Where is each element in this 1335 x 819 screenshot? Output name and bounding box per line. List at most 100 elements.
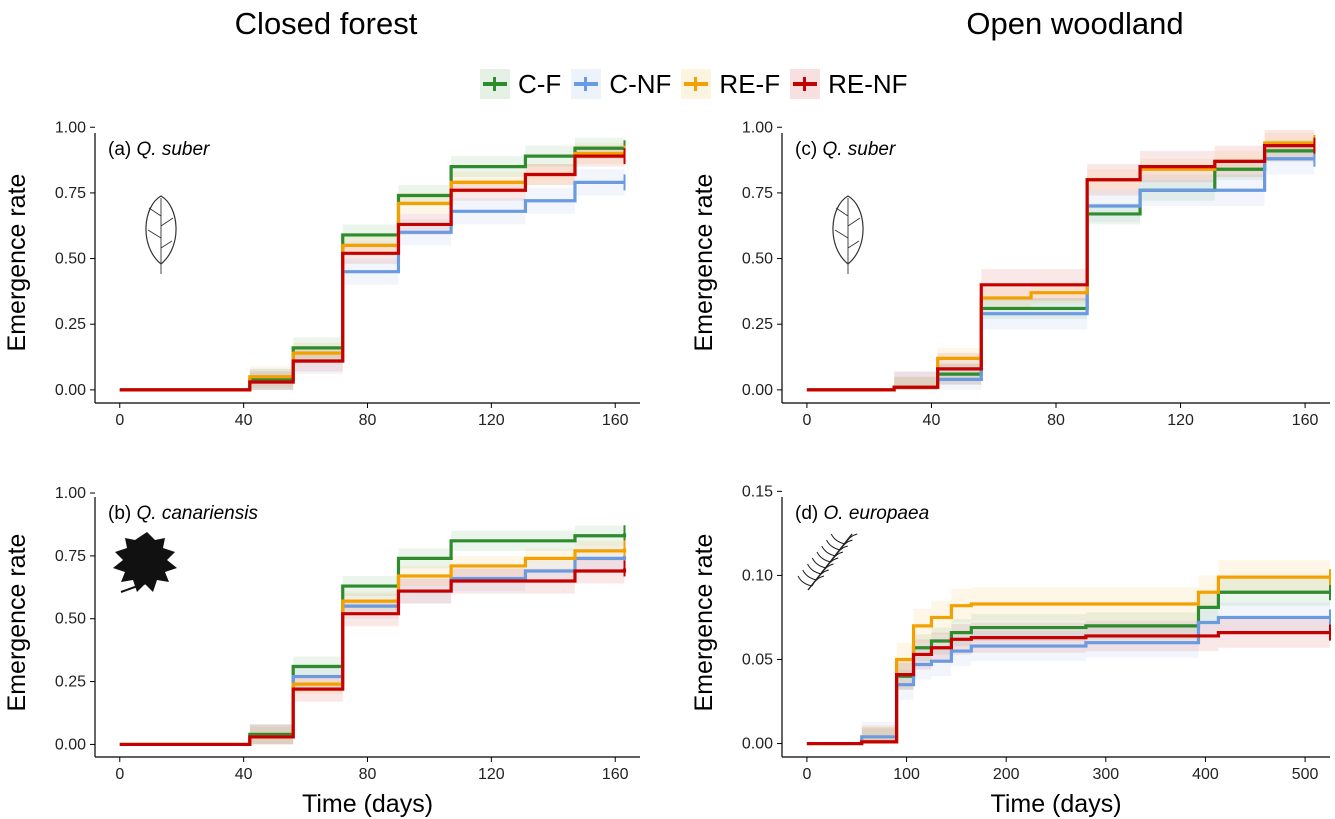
y-axis-title: Emergence rate: [3, 534, 31, 712]
panel-species: Q. suber: [137, 139, 211, 160]
panel-c: 0 40 80 120 160 0.00 0.25 0.50 0.75 1.00 Emergence…: [690, 119, 1330, 429]
x-tick-label: 200: [993, 766, 1020, 783]
legend-key-re-f: [681, 69, 712, 99]
x-tick-label: 160: [1292, 412, 1319, 429]
panel-label: (c) Q. suber: [795, 139, 896, 160]
olive-leaf-icon: [807, 563, 822, 575]
legend-key-c-f: [480, 69, 510, 99]
y-tick-label: 0.00: [55, 736, 86, 753]
legend-item-c-f: C-F: [480, 69, 561, 100]
y-tick-label: 0.75: [55, 548, 86, 565]
x-tick-label: 500: [1292, 766, 1319, 783]
x-tick-label: 100: [893, 766, 920, 783]
y-tick-label: 0.00: [742, 736, 773, 753]
leaf-vein-icon: [147, 198, 174, 274]
x-tick-label: 0: [115, 766, 124, 783]
y-tick-label: 0.25: [742, 316, 773, 333]
y-axis-title: Emergence rate: [690, 534, 718, 712]
series-line-re-nf: [806, 144, 1315, 392]
panel-label: (b) Q. canariensis: [108, 503, 258, 524]
legend-label-c-f: C-F: [518, 68, 562, 99]
panel-label: (a) Q. suber: [108, 139, 210, 160]
panel-b: 0 40 80 120 160 0.00 0.25 0.50 0.75 1.00 Emergence…: [3, 485, 640, 818]
olive-leaf-icon: [802, 569, 817, 581]
ci-band-c-f: [861, 578, 1330, 744]
x-tick-label: 120: [1167, 412, 1194, 429]
ci-band-c-nf: [894, 143, 1315, 390]
legend-key-re-nf: [790, 69, 821, 99]
y-tick-label: 0.50: [742, 251, 773, 268]
y-axis-title: Emergence rate: [690, 174, 718, 352]
x-tick-label: 40: [923, 412, 941, 429]
y-tick-label: 1.00: [55, 119, 86, 136]
oak-leaf-silhouette-icon: [113, 532, 177, 592]
oak-leaf-outline-icon: [832, 195, 864, 265]
ci-band-re-f: [894, 132, 1315, 390]
x-axis-title: Time (days): [302, 790, 433, 818]
y-axis-title: Emergence rate: [3, 174, 31, 352]
x-tick-label: 160: [602, 766, 629, 783]
legend-label-re-f: RE-F: [719, 68, 781, 99]
column-title-closed-forest: Closed forest: [234, 6, 418, 41]
oak-leaf-outline-icon: [145, 195, 177, 265]
x-tick-label: 40: [235, 412, 253, 429]
panel-letter: (a): [108, 139, 137, 160]
x-tick-label: 0: [115, 412, 124, 429]
y-tick-label: 1.00: [55, 485, 86, 502]
x-tick-label: 80: [1047, 412, 1065, 429]
x-tick-label: 160: [602, 412, 629, 429]
y-tick-label: 0.00: [55, 382, 86, 399]
ci-band-c-f: [249, 525, 625, 745]
y-tick-label: 0.10: [742, 567, 773, 584]
legend: C-F C-NF RE-F RE-NF: [480, 66, 918, 102]
panel-letter: (d): [795, 503, 824, 524]
olive-leaf-icon: [844, 533, 858, 545]
ci-band-re-nf: [861, 617, 1330, 744]
y-tick-label: 0.50: [55, 251, 86, 268]
x-tick-label: 80: [359, 766, 377, 783]
y-tick-label: 0.75: [55, 185, 86, 202]
olive-leaf-icon: [830, 533, 846, 545]
leaf-stem-icon: [120, 581, 150, 593]
y-tick-label: 0.15: [742, 483, 773, 500]
series-line-re-nf: [119, 154, 625, 392]
ci-band-re-nf: [894, 129, 1315, 390]
x-tick-label: 80: [359, 412, 377, 429]
series-line-re-nf: [119, 568, 627, 747]
ci-band-c-f: [249, 137, 625, 390]
y-tick-label: 1.00: [742, 119, 773, 136]
x-tick-label: 0: [802, 412, 811, 429]
series-line-c-f: [119, 533, 627, 747]
olive-leaf-icon: [811, 557, 827, 569]
y-tick-label: 0.75: [742, 185, 773, 202]
y-tick-label: 0.50: [55, 611, 86, 628]
leaf-vein-icon: [834, 198, 861, 274]
panel-letter: (c): [795, 139, 822, 160]
legend-item-re-f: RE-F: [681, 69, 780, 100]
panel-letter: (b): [108, 503, 137, 524]
x-tick-label: 120: [478, 412, 505, 429]
x-tick-label: 40: [235, 766, 253, 783]
ci-band-c-nf: [249, 169, 625, 390]
olive-leaf-icon: [821, 545, 836, 557]
legend-key-c-nf: [571, 69, 602, 99]
y-tick-label: 0.25: [55, 674, 86, 691]
ci-band-re-nf: [249, 558, 625, 745]
y-tick-label: 0.05: [742, 651, 773, 668]
olive-leaf-icon: [826, 539, 841, 551]
legend-label-re-nf: RE-NF: [828, 68, 908, 99]
panel-species: Q. suber: [822, 139, 896, 160]
x-tick-label: 0: [802, 766, 811, 783]
panel-d: 0 100 200 300 400 500 0.00 0.05 0.10 0.15 Emergenc…: [690, 483, 1331, 818]
y-tick-label: 0.00: [742, 382, 773, 399]
panel-species: O. europaea: [824, 503, 930, 524]
olive-leaf-icon: [816, 551, 832, 563]
series-line-re-nf: [806, 630, 1330, 746]
legend-label-c-nf: C-NF: [609, 68, 672, 99]
panel-species: Q. canariensis: [137, 503, 259, 524]
panel-a: 0 40 80 120 160 0.00 0.25 0.50 0.75 1.00 Emergence…: [3, 119, 640, 429]
olive-leaf-icon: [797, 575, 813, 587]
legend-item-re-nf: RE-NF: [790, 68, 908, 100]
x-axis-title: Time (days): [990, 790, 1121, 818]
